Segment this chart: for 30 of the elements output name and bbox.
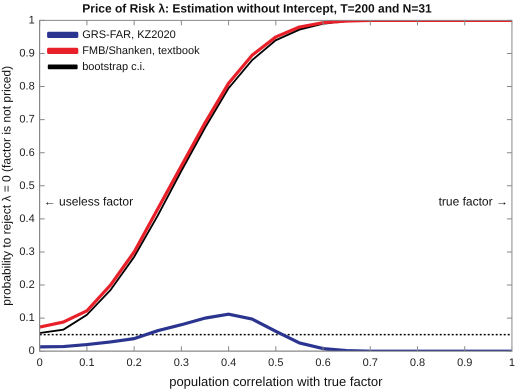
y-tick-label: 0.3: [19, 246, 35, 258]
y-tick-label: 0.6: [19, 146, 35, 159]
x-tick-label: 0.7: [362, 356, 378, 369]
legend-label: FMB/Shanken, textbook: [82, 44, 200, 57]
x-tick-label: 0.3: [174, 356, 190, 369]
x-tick-label: 0.9: [457, 356, 472, 369]
x-tick-label: 0.1: [79, 356, 95, 369]
y-tick-label: 0.2: [19, 279, 35, 292]
x-axis-title: population correlation with true factor: [169, 374, 384, 389]
x-tick-label: 0.6: [315, 356, 331, 369]
y-tick-label: 0.7: [19, 114, 35, 126]
y-tick-label: 0.5: [19, 180, 35, 192]
y-tick-label: 0.1: [19, 312, 35, 324]
y-tick-label: 0.9: [19, 48, 35, 60]
annotation: ← useless factor: [44, 194, 134, 209]
x-tick-label: 0.4: [220, 356, 236, 369]
x-tick-label: 0.5: [268, 356, 284, 369]
legend-label: GRS-FAR, KZ2020: [82, 28, 176, 41]
x-tick-label: 0.2: [126, 356, 142, 369]
chart-title: Price of Risk λ: Estimation without Intercept, T=200 and N=31: [82, 2, 432, 16]
y-tick-label: 1: [28, 14, 35, 26]
y-tick-label: 0.4: [19, 212, 35, 225]
legend-label: bootstrap c.i.: [82, 60, 146, 73]
y-tick-label: 0.8: [19, 80, 35, 93]
x-tick-label: 0.8: [410, 356, 426, 369]
y-axis-title: probability to reject λ = 0 (factor is not priced): [0, 66, 14, 306]
y-tick-label: 0: [28, 345, 35, 358]
annotation: true factor →: [438, 194, 508, 209]
x-tick-label: 1: [508, 356, 516, 369]
x-tick-label: 0: [36, 356, 43, 369]
